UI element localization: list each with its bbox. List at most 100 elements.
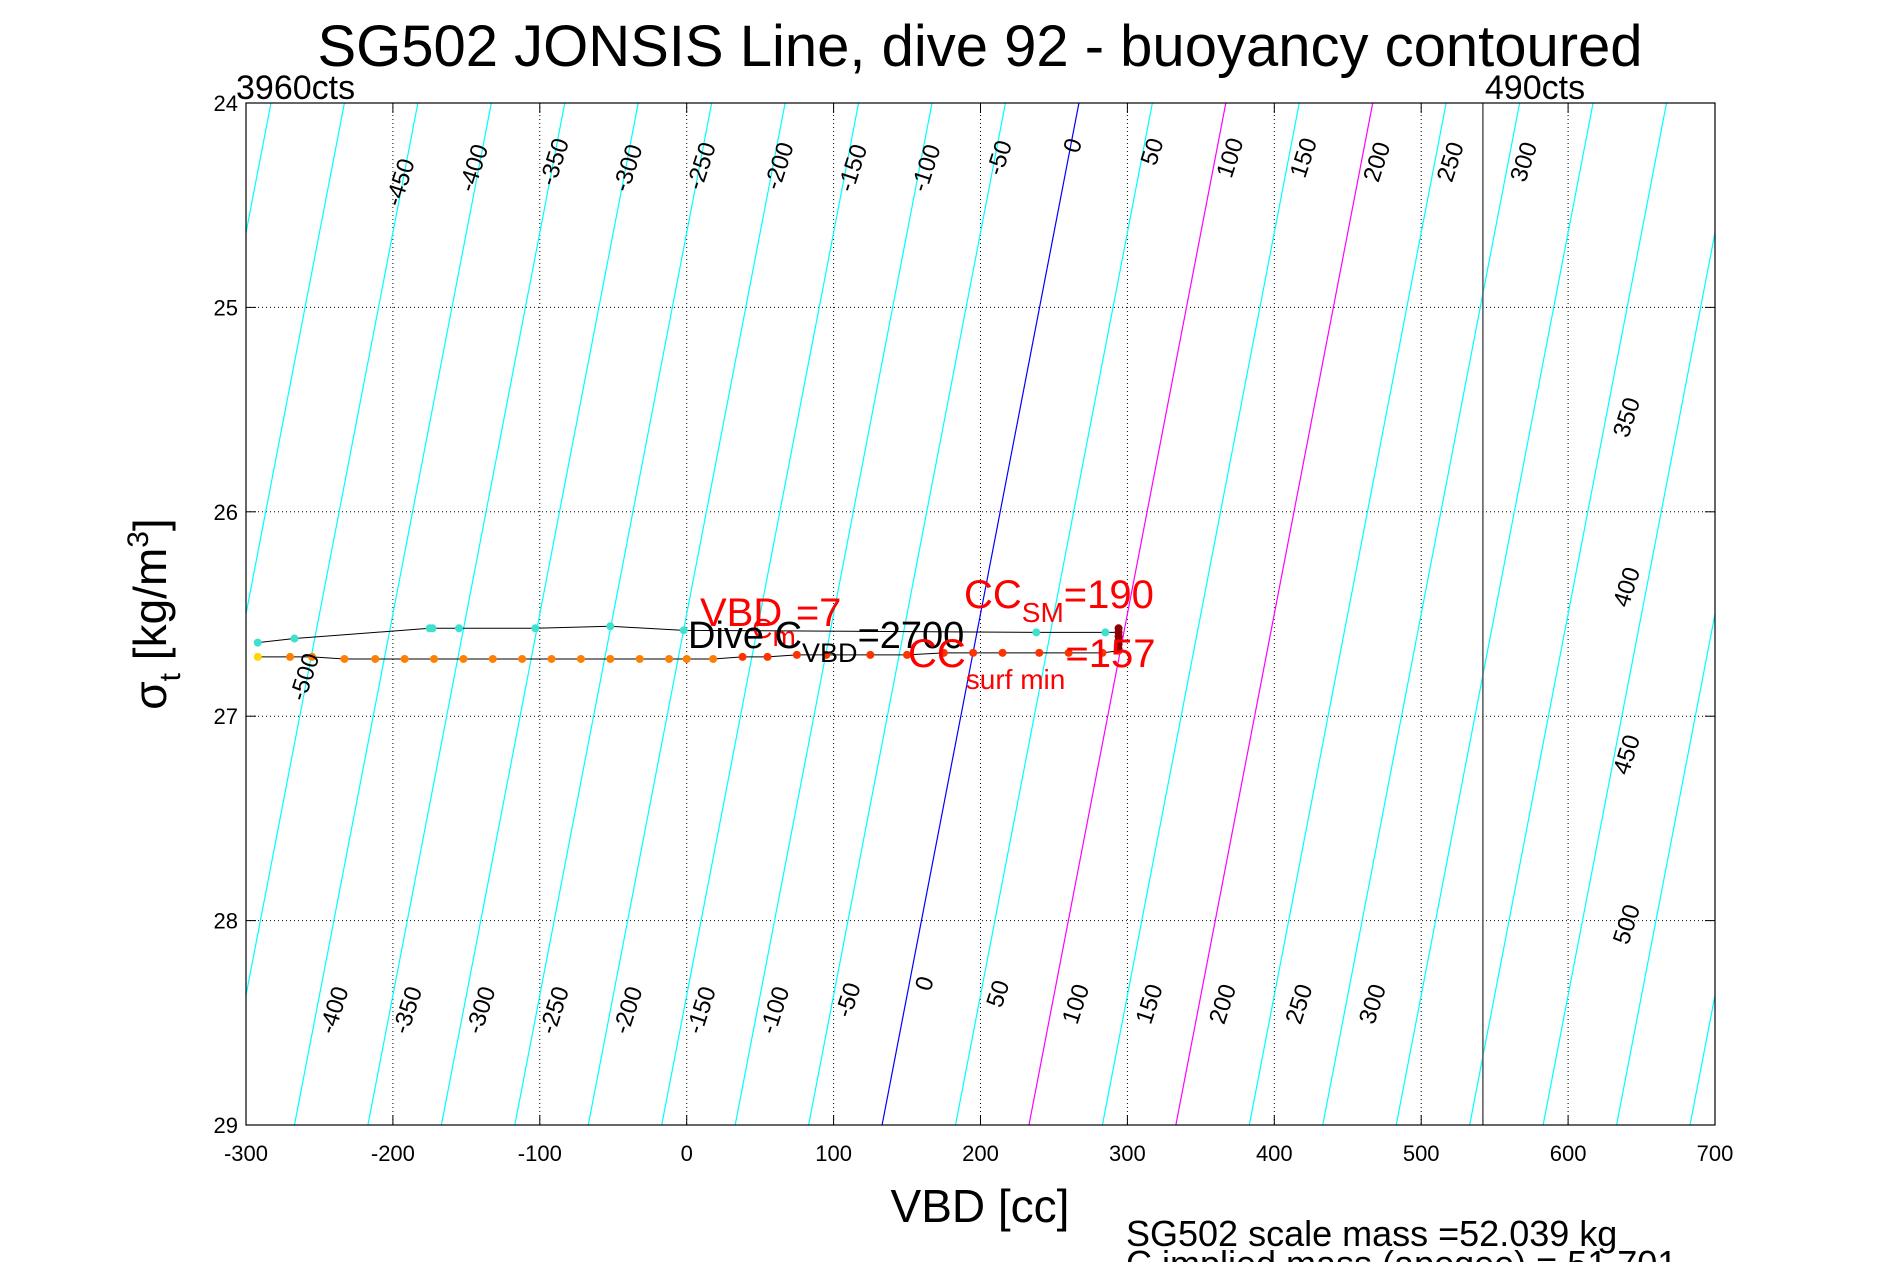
series-point-lower — [286, 652, 295, 661]
series-point-lower — [866, 650, 875, 659]
series-point-lower — [308, 652, 317, 661]
contour-line — [1028, 103, 1227, 1125]
annotation-cc-surf-value: =157 — [1065, 632, 1155, 676]
series-point-lower — [576, 654, 585, 663]
contour-line — [954, 103, 1153, 1125]
y-tick-label: 25 — [214, 295, 238, 320]
series-point-lower — [253, 652, 262, 661]
y-tick-label: 26 — [214, 500, 238, 525]
annotation-cc-surf-sub: surf min — [966, 664, 1066, 695]
y-tick-label: 28 — [214, 909, 238, 934]
y-axis-label-units: [kg/m — [124, 548, 176, 673]
series-point-lower — [518, 654, 527, 663]
data-series — [253, 622, 1123, 663]
footer-scale-mass: SG502 scale mass =52.039 kg — [1126, 1213, 1617, 1254]
grid — [246, 103, 1715, 1125]
annotation-dive-c-main: Dive C — [688, 615, 802, 657]
contour-line — [293, 103, 492, 1125]
contour-line — [1248, 103, 1447, 1125]
annotation-vbd-cm-value: =7 — [796, 591, 842, 635]
x-tick-label: -300 — [224, 1141, 268, 1166]
series-point-lower — [792, 650, 801, 659]
contour-line — [808, 103, 1007, 1125]
annotation-cc-surf-main: CC — [908, 632, 966, 676]
x-axis-label: VBD [cc] — [891, 1180, 1070, 1232]
contour-line — [1101, 103, 1300, 1125]
x-tick-label: 300 — [1109, 1141, 1146, 1166]
y-axis-label: σt [kg/m3] — [122, 518, 187, 709]
series-point-lower — [682, 654, 691, 663]
contour-line — [440, 103, 639, 1125]
series-point-lower — [1064, 648, 1073, 657]
x-tick-label: 400 — [1256, 1141, 1293, 1166]
series-point-endcluster — [1114, 644, 1123, 653]
contour-line — [661, 103, 860, 1125]
y-axis-label-sigma: σ — [124, 681, 176, 709]
series-point-lower — [340, 654, 349, 663]
annotation-cc-sm-main: CC — [964, 573, 1022, 617]
series-point-lower — [903, 650, 912, 659]
series-point-upper — [531, 624, 540, 633]
x-tick-label: 700 — [1697, 1141, 1734, 1166]
series-point-lower — [371, 654, 380, 663]
counts-right-label: 490cts — [1485, 69, 1585, 107]
series-point-upper — [253, 638, 262, 647]
series-point-lower — [665, 654, 674, 663]
contour-line — [1395, 103, 1594, 1125]
x-tick-label: -200 — [371, 1141, 415, 1166]
annotation-cc-surf-min: CCsurf min=157 — [908, 632, 1155, 695]
series-point-lower — [998, 648, 1007, 657]
contour-line — [1542, 229, 1715, 1125]
series-point-lower — [939, 648, 948, 657]
series-point-upper — [455, 624, 464, 633]
y-axis-label-sup: 3 — [122, 531, 155, 548]
series-point-lower — [1098, 648, 1107, 657]
annotation-vbd-cm-main: VBD — [700, 591, 782, 635]
x-tick-label: 100 — [815, 1141, 852, 1166]
series-line-lower — [257, 650, 1119, 660]
y-tick-label: 29 — [214, 1113, 238, 1138]
series-point-lower — [430, 654, 439, 663]
annotation-cc-sm: CCSM=190 — [964, 573, 1154, 628]
series-point-lower — [635, 654, 644, 663]
contour-line — [1175, 103, 1374, 1125]
series-point-lower — [547, 654, 556, 663]
series-point-lower — [738, 652, 747, 661]
chart-title: SG502 JONSIS Line, dive 92 - buoyancy co… — [317, 14, 1642, 79]
counts-left-label: 3960cts — [236, 69, 355, 107]
series-point-lower — [1035, 648, 1044, 657]
series-point-lower — [400, 654, 409, 663]
axis-ticks: -300 -200 -100 0 100 200 300 400 500 600 700 24 25 26… — [214, 91, 1734, 1166]
buoyancy-contours — [246, 103, 1715, 1125]
svg-text:σt [kg/m3]: σt [kg/m3] — [122, 518, 187, 709]
x-tick-label: 600 — [1550, 1141, 1587, 1166]
series-point-lower — [488, 654, 497, 663]
series-point-lower — [709, 654, 718, 663]
y-tick-label: 24 — [214, 91, 238, 116]
y-axis-label-sub: t — [154, 672, 187, 681]
series-point-upper — [428, 624, 437, 633]
contour-line — [367, 103, 566, 1125]
annotation-dive-c-vbd: Dive CVBD=2700 — [688, 615, 964, 668]
x-tick-label: 200 — [962, 1141, 999, 1166]
contour-line — [514, 103, 713, 1125]
y-tick-label: 27 — [214, 704, 238, 729]
x-tick-label: 500 — [1403, 1141, 1440, 1166]
series-point-lower — [459, 654, 468, 663]
annotation-vbd-cm-sub: C — [752, 613, 772, 644]
series-point-lower — [763, 652, 772, 661]
series-point-upper — [1101, 628, 1110, 637]
annotation-cc-sm-sub: SM — [1022, 597, 1064, 628]
contour-line — [1615, 610, 1715, 1125]
annotation-vbd-cm-subsub: m — [772, 621, 795, 652]
x-tick-label: -100 — [518, 1141, 562, 1166]
series-point-upper — [679, 626, 688, 635]
annotation-vbd-cm: VBDCm=7 — [700, 591, 841, 652]
contour-line — [587, 103, 786, 1125]
contour-line — [734, 103, 933, 1125]
contour-line — [246, 103, 419, 999]
x-tick-label: 0 — [681, 1141, 693, 1166]
annotation-dive-c-value: =2700 — [858, 615, 965, 657]
y-axis-label-close: ] — [124, 518, 176, 531]
